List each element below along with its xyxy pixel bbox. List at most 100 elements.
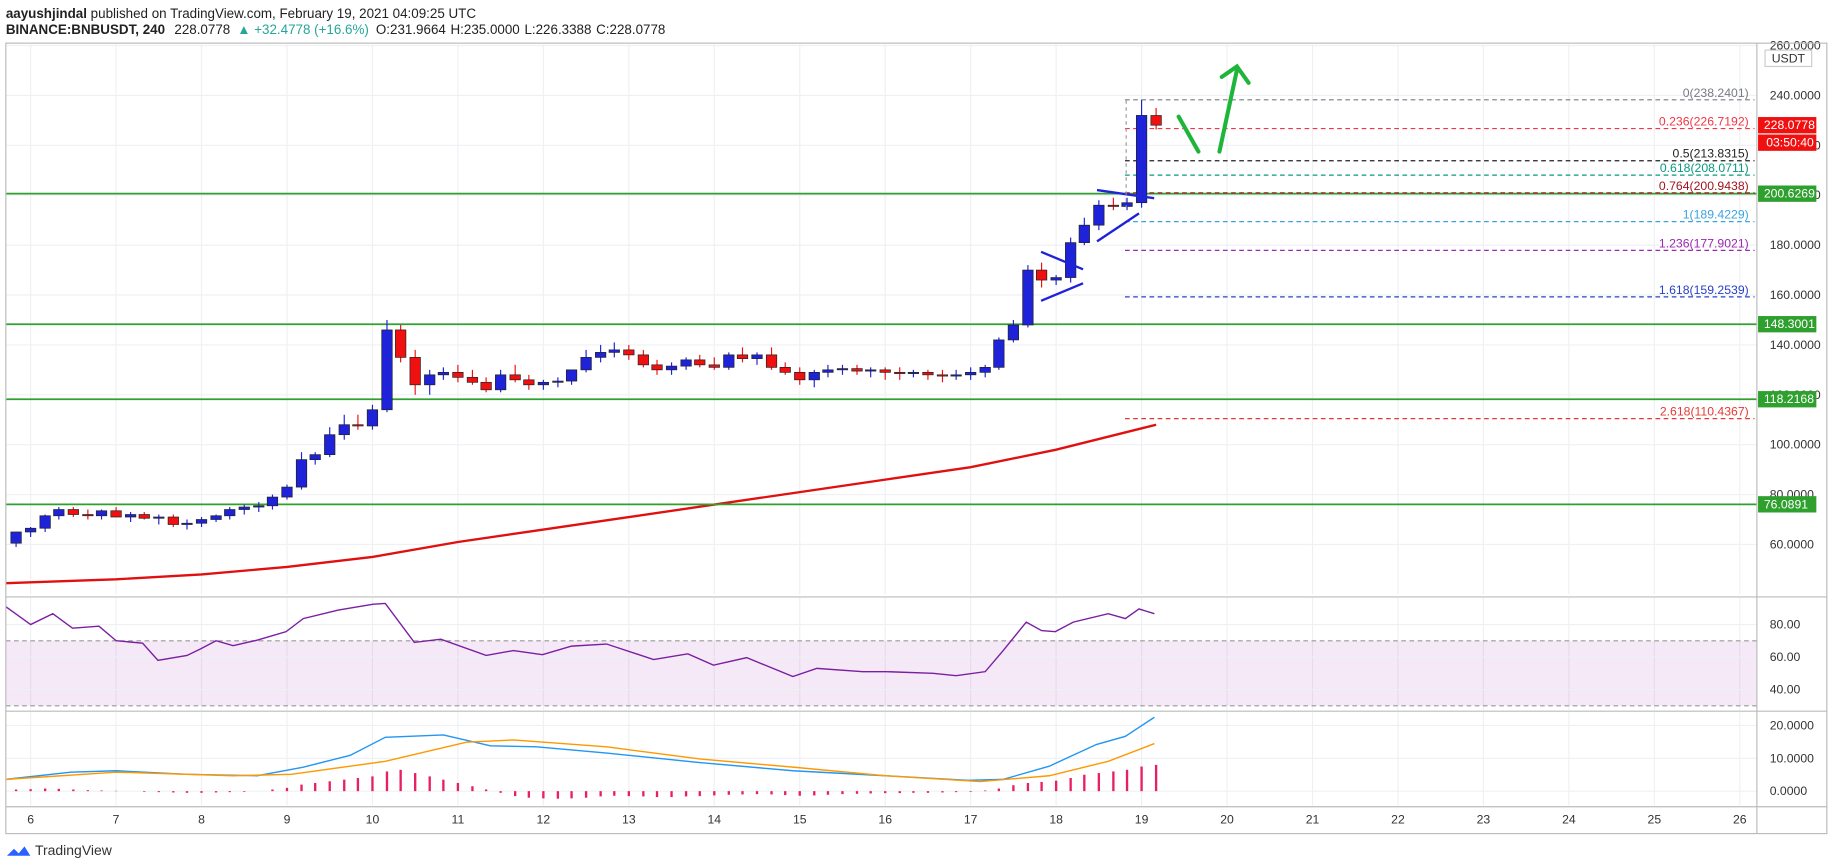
histogram-bar <box>1083 774 1086 792</box>
candle-body <box>537 381 549 386</box>
histogram-bar <box>243 791 246 792</box>
trend-line <box>1096 212 1140 243</box>
countdown-label: 03:50:40 <box>1766 136 1814 150</box>
price-tag-label: 76.0891 <box>1764 497 1808 511</box>
histogram-bar <box>570 791 573 799</box>
histogram-bar <box>471 786 474 792</box>
y-tick-label: 140.0000 <box>1770 338 1821 352</box>
candle-body <box>922 371 934 376</box>
histogram-bar <box>997 788 1001 792</box>
histogram-bar <box>1026 782 1030 792</box>
y-tick-label: 20.0000 <box>1770 718 1814 732</box>
candle-body <box>110 510 122 518</box>
fib-label: 1.618(159.2539) <box>1659 283 1749 297</box>
fib-label: 0.618(208.0711) <box>1660 161 1749 175</box>
fib-label: 1(189.4229) <box>1683 208 1749 222</box>
x-tick-label: 14 <box>707 813 721 827</box>
price-tag-label: 118.2168 <box>1764 392 1814 406</box>
x-tick-label: 24 <box>1562 813 1576 827</box>
candle-body <box>381 329 393 411</box>
candle-body <box>480 381 492 391</box>
candle-body <box>253 505 265 508</box>
histogram-bar <box>613 791 616 796</box>
histogram-bar <box>556 791 560 799</box>
histogram-bar <box>798 791 801 796</box>
last-price-tag <box>1758 117 1817 134</box>
x-tick-label: 21 <box>1306 813 1320 827</box>
candle-body <box>979 367 991 373</box>
histogram-bar <box>414 773 417 792</box>
x-tick-label: 6 <box>27 813 34 827</box>
candle-body <box>565 369 578 382</box>
histogram-bar <box>385 771 389 792</box>
plot: 6 7 8 9 10 11 12 13 14 15 16 17 18 19 20 21 22 23 24 25 26 60… <box>5 39 1821 827</box>
histogram-bar <box>1012 785 1015 792</box>
candle-body <box>10 531 22 544</box>
histogram-bar <box>984 790 987 792</box>
candle-body <box>523 379 535 386</box>
y-tick-label: 240.0000 <box>1770 88 1821 102</box>
histogram-bar <box>328 781 331 792</box>
price-tag <box>1758 185 1817 202</box>
candle-body <box>395 329 407 358</box>
histogram-bar <box>784 791 787 796</box>
last-price-label: 228.0778 <box>1764 118 1815 132</box>
candle-body <box>580 357 592 371</box>
candle-body <box>309 454 321 460</box>
histogram-bar <box>143 791 146 792</box>
candle-body <box>466 376 479 383</box>
candle-body <box>608 349 620 353</box>
logo-icon <box>6 846 31 856</box>
candle-body <box>1078 224 1090 243</box>
x-tick-label: 8 <box>198 813 205 827</box>
candle-body <box>1093 204 1105 226</box>
histogram-bar <box>399 769 402 792</box>
candle-body <box>936 374 949 377</box>
histogram-bar <box>14 789 18 792</box>
histogram-bar <box>428 776 431 792</box>
candle-body <box>1050 277 1062 281</box>
histogram-bar <box>200 791 203 793</box>
candle-body <box>822 369 834 373</box>
rsi-band <box>5 640 1757 706</box>
candle-body <box>680 359 692 367</box>
price-tag <box>1758 316 1817 333</box>
candle-body <box>708 364 720 368</box>
histogram-bar <box>770 791 773 795</box>
price-tag <box>1758 391 1817 408</box>
histogram-bar <box>371 776 374 792</box>
candle-body <box>623 349 635 356</box>
candle-body <box>907 371 920 374</box>
candle-body <box>808 371 820 381</box>
histogram-bar <box>755 791 759 795</box>
trend-line <box>1040 250 1084 271</box>
histogram-bar <box>912 791 915 793</box>
candle-body <box>1121 202 1133 207</box>
y-tick-label: 0.0000 <box>1770 784 1808 798</box>
countdown-tag <box>1758 134 1817 151</box>
candle-body <box>295 459 308 488</box>
histogram-bar <box>1040 781 1043 792</box>
histogram-bar <box>1054 780 1058 792</box>
y-tick-label: 260.0000 <box>1770 39 1821 53</box>
candle-body <box>82 514 94 517</box>
histogram-bar <box>228 791 231 793</box>
candle-body <box>552 380 564 383</box>
candle-body <box>25 527 37 533</box>
histogram-bar <box>969 791 972 792</box>
histogram-bar <box>926 791 930 793</box>
candle-body <box>736 354 749 359</box>
header-line-2: BINANCE:BNBUSDT, 240 228.0778 ▲ +32.4778 (… <box>6 22 666 37</box>
frame <box>5 42 1828 835</box>
histogram-bar <box>300 784 303 792</box>
histogram-bar <box>356 778 360 792</box>
candle-body <box>210 515 222 520</box>
y-tick-label: 60.0000 <box>1770 537 1814 551</box>
histogram-bar <box>214 791 218 793</box>
candle-body <box>437 371 449 376</box>
histogram-bar <box>172 791 175 793</box>
candle-body <box>723 354 735 368</box>
candle-body <box>95 510 108 517</box>
